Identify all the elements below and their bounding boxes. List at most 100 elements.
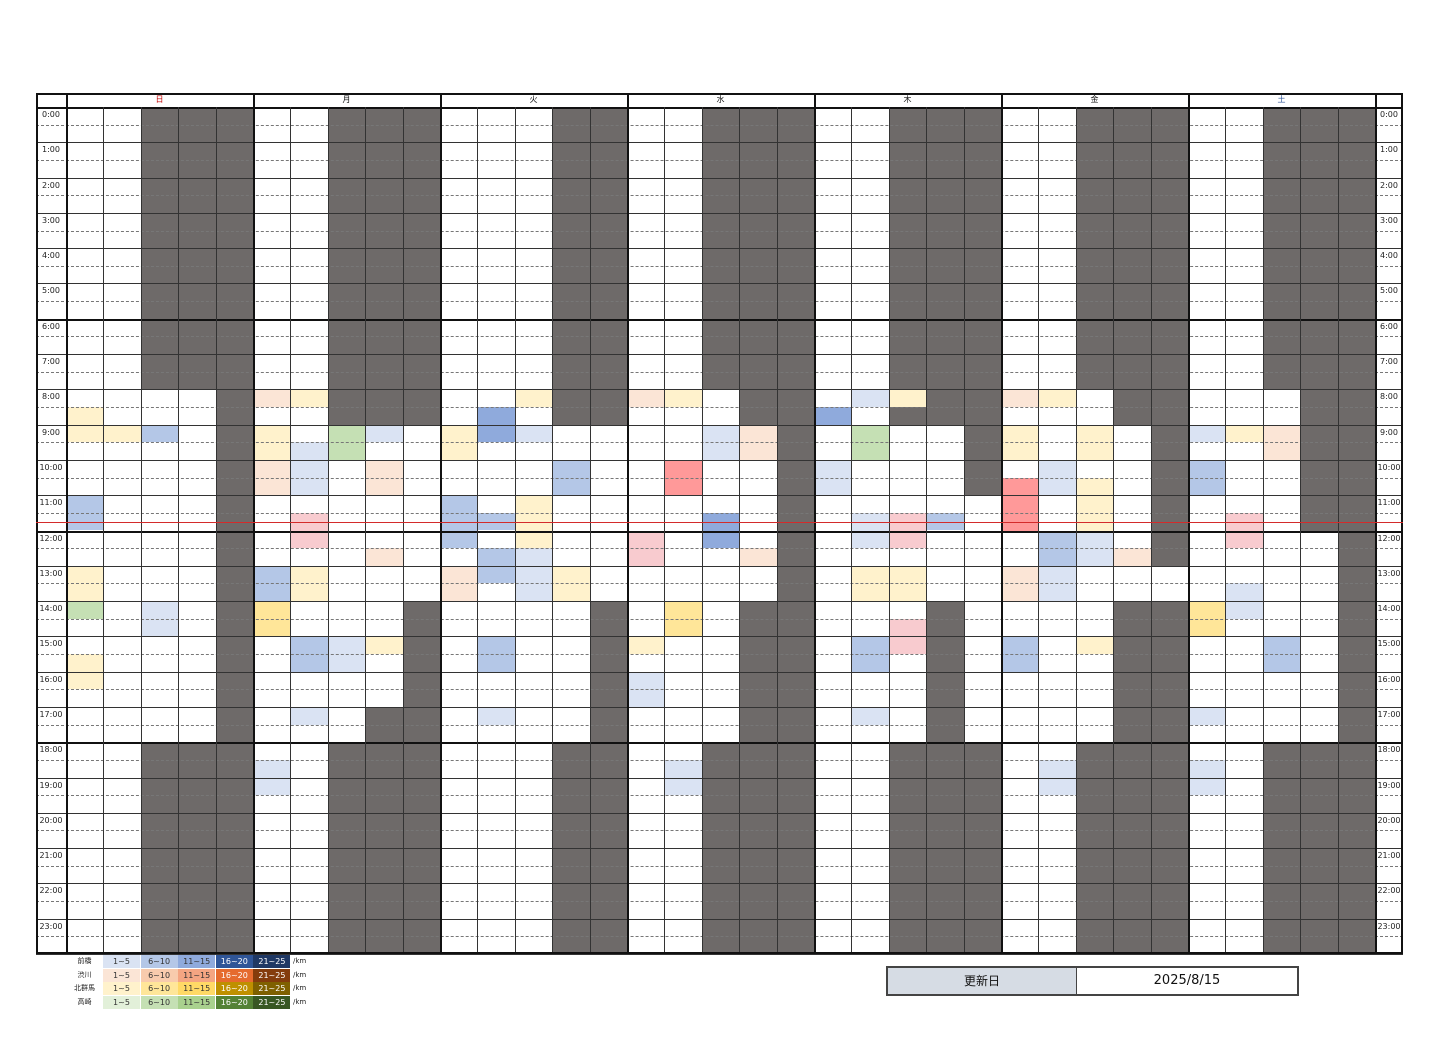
time-label-right: 7:00	[1380, 357, 1398, 367]
day-col-line	[514, 107, 516, 954]
day-col-line	[926, 107, 928, 954]
booking-block[interactable]	[290, 442, 328, 496]
legend-range-swatch: 6~10	[140, 968, 178, 982]
legend-unit: /km	[293, 984, 307, 992]
booking-block[interactable]	[253, 565, 291, 602]
booking-block[interactable]	[514, 583, 553, 602]
day-header: 水	[716, 95, 725, 104]
day-col-line	[552, 107, 554, 954]
time-label-left: 18:00	[39, 745, 63, 755]
day-col-line	[1038, 107, 1040, 954]
booking-block[interactable]	[253, 389, 291, 407]
booking-block[interactable]	[627, 389, 665, 407]
time-label-right: 21:00	[1377, 851, 1401, 861]
time-label-right: 20:00	[1377, 815, 1401, 825]
day-col-line	[664, 107, 666, 954]
day-separator	[1001, 93, 1003, 954]
time-label-right: 16:00	[1377, 674, 1401, 684]
booking-block[interactable]	[1038, 565, 1076, 602]
booking-block[interactable]	[1001, 565, 1039, 602]
booking-block[interactable]	[627, 636, 665, 655]
update-date-value: 2025/8/15	[1153, 973, 1221, 988]
booking-block[interactable]	[1225, 512, 1263, 549]
booking-block[interactable]	[365, 424, 403, 443]
time-label-left: 21:00	[39, 851, 63, 861]
booking-block[interactable]	[514, 389, 553, 407]
booking-block[interactable]	[365, 636, 403, 655]
booking-block[interactable]	[888, 618, 927, 654]
booking-block[interactable]	[66, 406, 104, 443]
booking-block[interactable]	[739, 548, 777, 566]
booking-block[interactable]	[1225, 424, 1263, 443]
time-label-right: 10:00	[1377, 462, 1401, 472]
booking-block[interactable]	[66, 601, 104, 619]
booking-block[interactable]	[103, 424, 141, 443]
booking-block[interactable]	[290, 389, 328, 407]
legend-range-swatch: 21~25	[253, 982, 291, 995]
time-label-left: 15:00	[39, 639, 63, 649]
legend-row: 北群馬 1~5 6~10 11~15 16~20 21~25/km	[66, 982, 326, 995]
grid-row-line	[36, 477, 1403, 479]
booking-block[interactable]	[253, 459, 291, 496]
booking-block[interactable]	[1113, 548, 1151, 566]
booking-block[interactable]	[290, 565, 328, 602]
booking-block[interactable]	[365, 548, 403, 566]
legend-range-swatch: 11~15	[178, 982, 216, 995]
booking-block[interactable]	[1075, 477, 1114, 531]
booking-block[interactable]	[514, 424, 553, 443]
time-label-left: 13:00	[39, 568, 63, 578]
time-label-right: 22:00	[1377, 886, 1401, 896]
time-label-left: 0:00	[42, 110, 60, 119]
booking-block[interactable]	[851, 389, 889, 407]
booking-block[interactable]	[66, 565, 104, 602]
grid-row-line	[36, 724, 1403, 726]
time-col-line	[66, 93, 68, 954]
booking-block[interactable]	[814, 459, 852, 496]
booking-block[interactable]	[851, 706, 889, 725]
legend-row: 前橋 1~5 6~10 11~15 16~20 21~25/km	[66, 955, 326, 968]
update-date-label: 更新日	[888, 968, 1077, 994]
grid-row-line	[36, 336, 1403, 338]
booking-block[interactable]	[1075, 636, 1114, 655]
booking-block[interactable]	[140, 424, 179, 443]
grid-row-line	[36, 901, 1403, 903]
booking-block[interactable]	[888, 389, 927, 407]
booking-block[interactable]	[290, 706, 328, 725]
booking-block[interactable]	[1188, 706, 1226, 725]
booking-block[interactable]	[1001, 389, 1039, 407]
booking-block[interactable]	[701, 512, 740, 549]
booking-block[interactable]	[851, 565, 889, 602]
booking-block[interactable]	[440, 565, 478, 602]
day-col-line	[1225, 107, 1227, 954]
booking-block[interactable]	[1038, 459, 1076, 496]
booking-block[interactable]	[552, 565, 590, 602]
grid-row-line	[36, 583, 1403, 585]
booking-block[interactable]	[888, 565, 927, 602]
legend-range-swatch: 1~5	[103, 968, 140, 982]
booking-block[interactable]	[1038, 389, 1076, 407]
booking-block[interactable]	[814, 406, 852, 425]
time-label-left: 5:00	[42, 286, 60, 296]
booking-block[interactable]	[477, 706, 515, 725]
day-col-line	[1337, 107, 1339, 954]
grid-row-line	[36, 512, 1403, 514]
time-label-right: 2:00	[1380, 180, 1398, 190]
booking-block[interactable]	[627, 671, 665, 707]
booking-block[interactable]	[1188, 424, 1226, 443]
grid-row-line	[36, 812, 1403, 814]
booking-block[interactable]	[664, 459, 702, 496]
booking-block[interactable]	[664, 389, 702, 407]
legend-range-swatch: 1~5	[103, 955, 140, 968]
day-col-line	[1113, 107, 1115, 954]
booking-block[interactable]	[1001, 477, 1039, 531]
booking-block[interactable]	[290, 512, 328, 549]
day-separator	[253, 93, 255, 954]
booking-block[interactable]	[477, 406, 515, 443]
booking-block[interactable]	[1188, 459, 1226, 496]
booking-block[interactable]	[365, 459, 403, 496]
booking-block[interactable]	[851, 512, 889, 549]
booking-block[interactable]	[888, 512, 927, 549]
booking-block[interactable]	[552, 459, 590, 496]
day-col-line	[327, 107, 329, 954]
day-col-line	[103, 107, 105, 954]
